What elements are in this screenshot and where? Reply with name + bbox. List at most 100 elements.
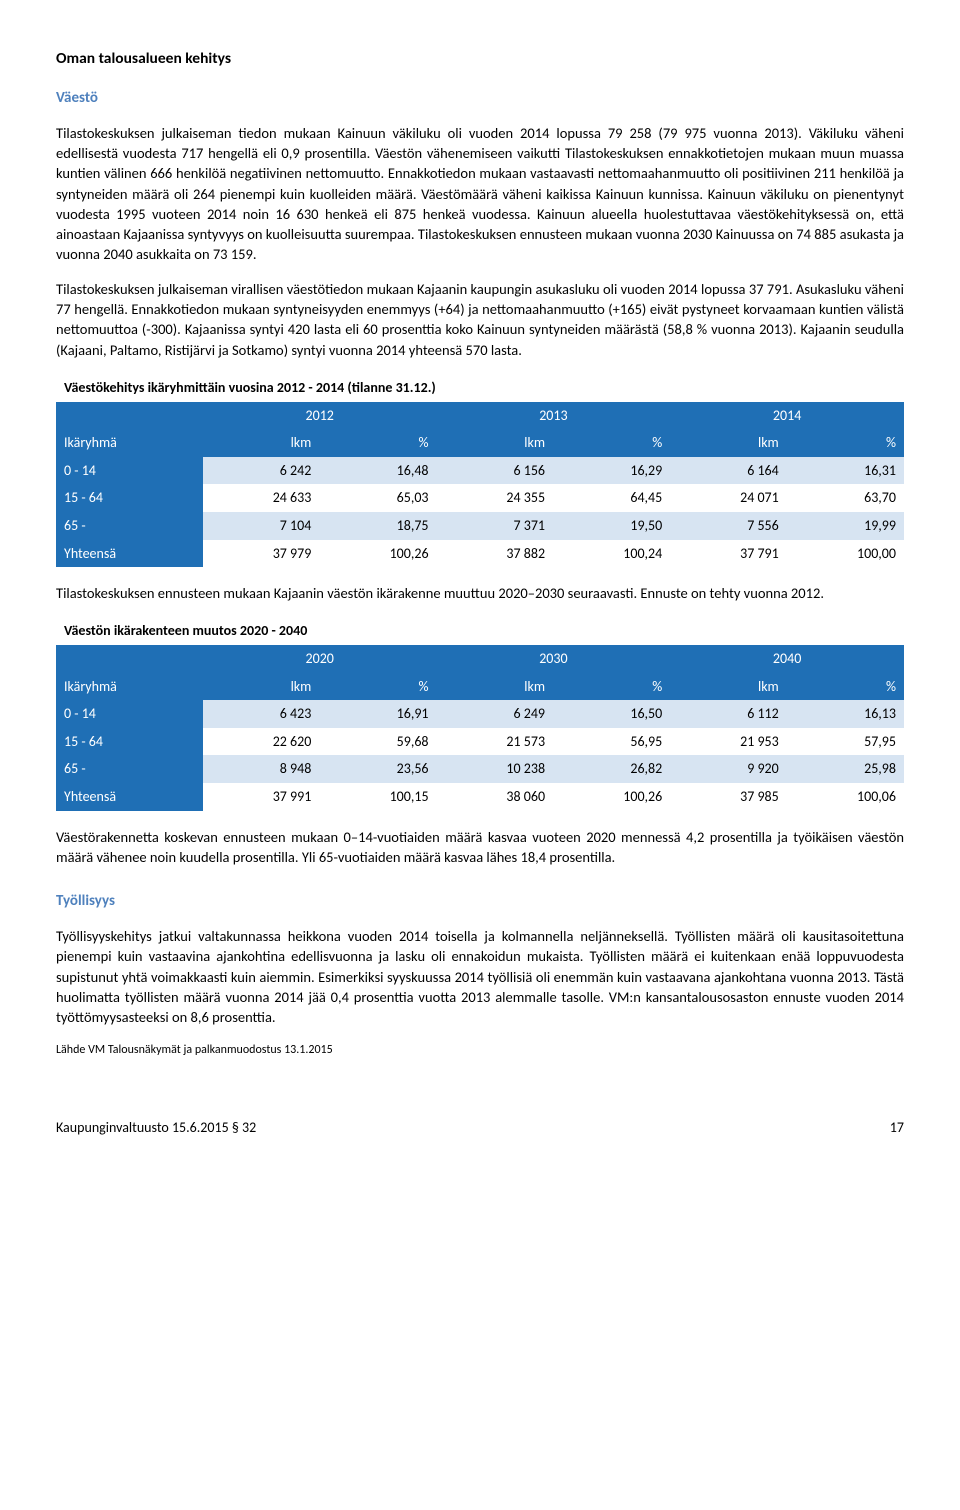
cell: 19,99: [787, 512, 904, 540]
cell: 16,31: [787, 457, 904, 485]
table-subheader: %: [553, 673, 670, 701]
table-row: 65 - 7 104 18,75 7 371 19,50 7 556 19,99: [56, 512, 904, 540]
footer-page-number: 17: [890, 1118, 904, 1138]
table-subheader: lkm: [437, 673, 554, 701]
cell: 16,48: [319, 457, 436, 485]
cell: 37 979: [203, 540, 320, 568]
row-label: Yhteensä: [56, 540, 203, 568]
cell: 16,29: [553, 457, 670, 485]
cell: 38 060: [437, 783, 554, 811]
cell: 100,26: [319, 540, 436, 568]
paragraph: Tilastokeskuksen julkaiseman virallisen …: [56, 279, 904, 360]
cell: 7 104: [203, 512, 320, 540]
cell: 6 423: [203, 700, 320, 728]
table-header-blank: [56, 645, 203, 673]
row-label: 65 -: [56, 755, 203, 783]
row-label: 15 - 64: [56, 728, 203, 756]
page-title: Oman talousalueen kehitys: [56, 48, 904, 70]
cell: 59,68: [319, 728, 436, 756]
row-label: 65 -: [56, 512, 203, 540]
cell: 100,24: [553, 540, 670, 568]
row-label: 0 - 14: [56, 457, 203, 485]
footer-left: Kaupunginvaltuusto 15.6.2015 § 32: [56, 1118, 256, 1138]
cell: 23,56: [319, 755, 436, 783]
table-subheader: Ikäryhmä: [56, 673, 203, 701]
cell: 6 112: [670, 700, 787, 728]
table-subheader: %: [319, 429, 436, 457]
source-line: Lähde VM Talousnäkymät ja palkanmuodostu…: [56, 1042, 904, 1059]
table-row: 15 - 64 22 620 59,68 21 573 56,95 21 953…: [56, 728, 904, 756]
table-subheader: %: [787, 429, 904, 457]
table-year: 2012: [203, 402, 437, 430]
table-subheader: lkm: [203, 673, 320, 701]
cell: 56,95: [553, 728, 670, 756]
cell: 6 156: [437, 457, 554, 485]
table-year: 2040: [670, 645, 904, 673]
cell: 9 920: [670, 755, 787, 783]
cell: 37 991: [203, 783, 320, 811]
table-header-blank: [56, 402, 203, 430]
table-year: 2020: [203, 645, 437, 673]
cell: 100,15: [319, 783, 436, 811]
cell: 57,95: [787, 728, 904, 756]
table-subheader: %: [787, 673, 904, 701]
cell: 37 882: [437, 540, 554, 568]
table-row: 0 - 14 6 242 16,48 6 156 16,29 6 164 16,…: [56, 457, 904, 485]
table-subheader: %: [553, 429, 670, 457]
table-title: Väestön ikärakenteen muutos 2020 - 2040: [56, 617, 904, 645]
cell: 21 573: [437, 728, 554, 756]
paragraph: Tilastokeskuksen ennusteen mukaan Kajaan…: [56, 583, 904, 603]
table-subheader: lkm: [670, 429, 787, 457]
table-row: 65 - 8 948 23,56 10 238 26,82 9 920 25,9…: [56, 755, 904, 783]
cell: 25,98: [787, 755, 904, 783]
cell: 10 238: [437, 755, 554, 783]
cell: 65,03: [319, 484, 436, 512]
cell: 8 948: [203, 755, 320, 783]
table-subheader: %: [319, 673, 436, 701]
cell: 6 164: [670, 457, 787, 485]
cell: 24 071: [670, 484, 787, 512]
cell: 100,26: [553, 783, 670, 811]
cell: 19,50: [553, 512, 670, 540]
table-subheader: lkm: [203, 429, 320, 457]
table-subheader: Ikäryhmä: [56, 429, 203, 457]
cell: 64,45: [553, 484, 670, 512]
cell: 16,13: [787, 700, 904, 728]
cell: 26,82: [553, 755, 670, 783]
table-row: Yhteensä 37 991 100,15 38 060 100,26 37 …: [56, 783, 904, 811]
section-heading-tyollisyys: Työllisyys: [56, 891, 904, 912]
page-footer: Kaupunginvaltuusto 15.6.2015 § 32 17: [56, 1118, 904, 1138]
row-label: 0 - 14: [56, 700, 203, 728]
paragraph: Työllisyyskehitys jatkui valtakunnassa h…: [56, 926, 904, 1027]
table-vaestokehitys: Väestökehitys ikäryhmittäin vuosina 2012…: [56, 374, 904, 567]
cell: 18,75: [319, 512, 436, 540]
cell: 100,00: [787, 540, 904, 568]
row-label: 15 - 64: [56, 484, 203, 512]
table-subheader: lkm: [437, 429, 554, 457]
cell: 22 620: [203, 728, 320, 756]
section-heading-vaesto: Väestö: [56, 88, 904, 109]
table-year: 2013: [437, 402, 671, 430]
row-label: Yhteensä: [56, 783, 203, 811]
cell: 7 556: [670, 512, 787, 540]
paragraph: Tilastokeskuksen julkaiseman tiedon muka…: [56, 123, 904, 265]
cell: 24 633: [203, 484, 320, 512]
table-ikarakenteen-muutos: Väestön ikärakenteen muutos 2020 - 2040 …: [56, 617, 904, 810]
cell: 37 791: [670, 540, 787, 568]
table-row: Yhteensä 37 979 100,26 37 882 100,24 37 …: [56, 540, 904, 568]
cell: 37 985: [670, 783, 787, 811]
cell: 16,91: [319, 700, 436, 728]
cell: 24 355: [437, 484, 554, 512]
cell: 63,70: [787, 484, 904, 512]
table-subheader: lkm: [670, 673, 787, 701]
cell: 6 242: [203, 457, 320, 485]
table-row: 15 - 64 24 633 65,03 24 355 64,45 24 071…: [56, 484, 904, 512]
table-row: 0 - 14 6 423 16,91 6 249 16,50 6 112 16,…: [56, 700, 904, 728]
paragraph: Väestörakennetta koskevan ennusteen muka…: [56, 827, 904, 868]
cell: 21 953: [670, 728, 787, 756]
table-title: Väestökehitys ikäryhmittäin vuosina 2012…: [56, 374, 904, 402]
cell: 16,50: [553, 700, 670, 728]
table-year: 2014: [670, 402, 904, 430]
cell: 100,06: [787, 783, 904, 811]
table-year: 2030: [437, 645, 671, 673]
